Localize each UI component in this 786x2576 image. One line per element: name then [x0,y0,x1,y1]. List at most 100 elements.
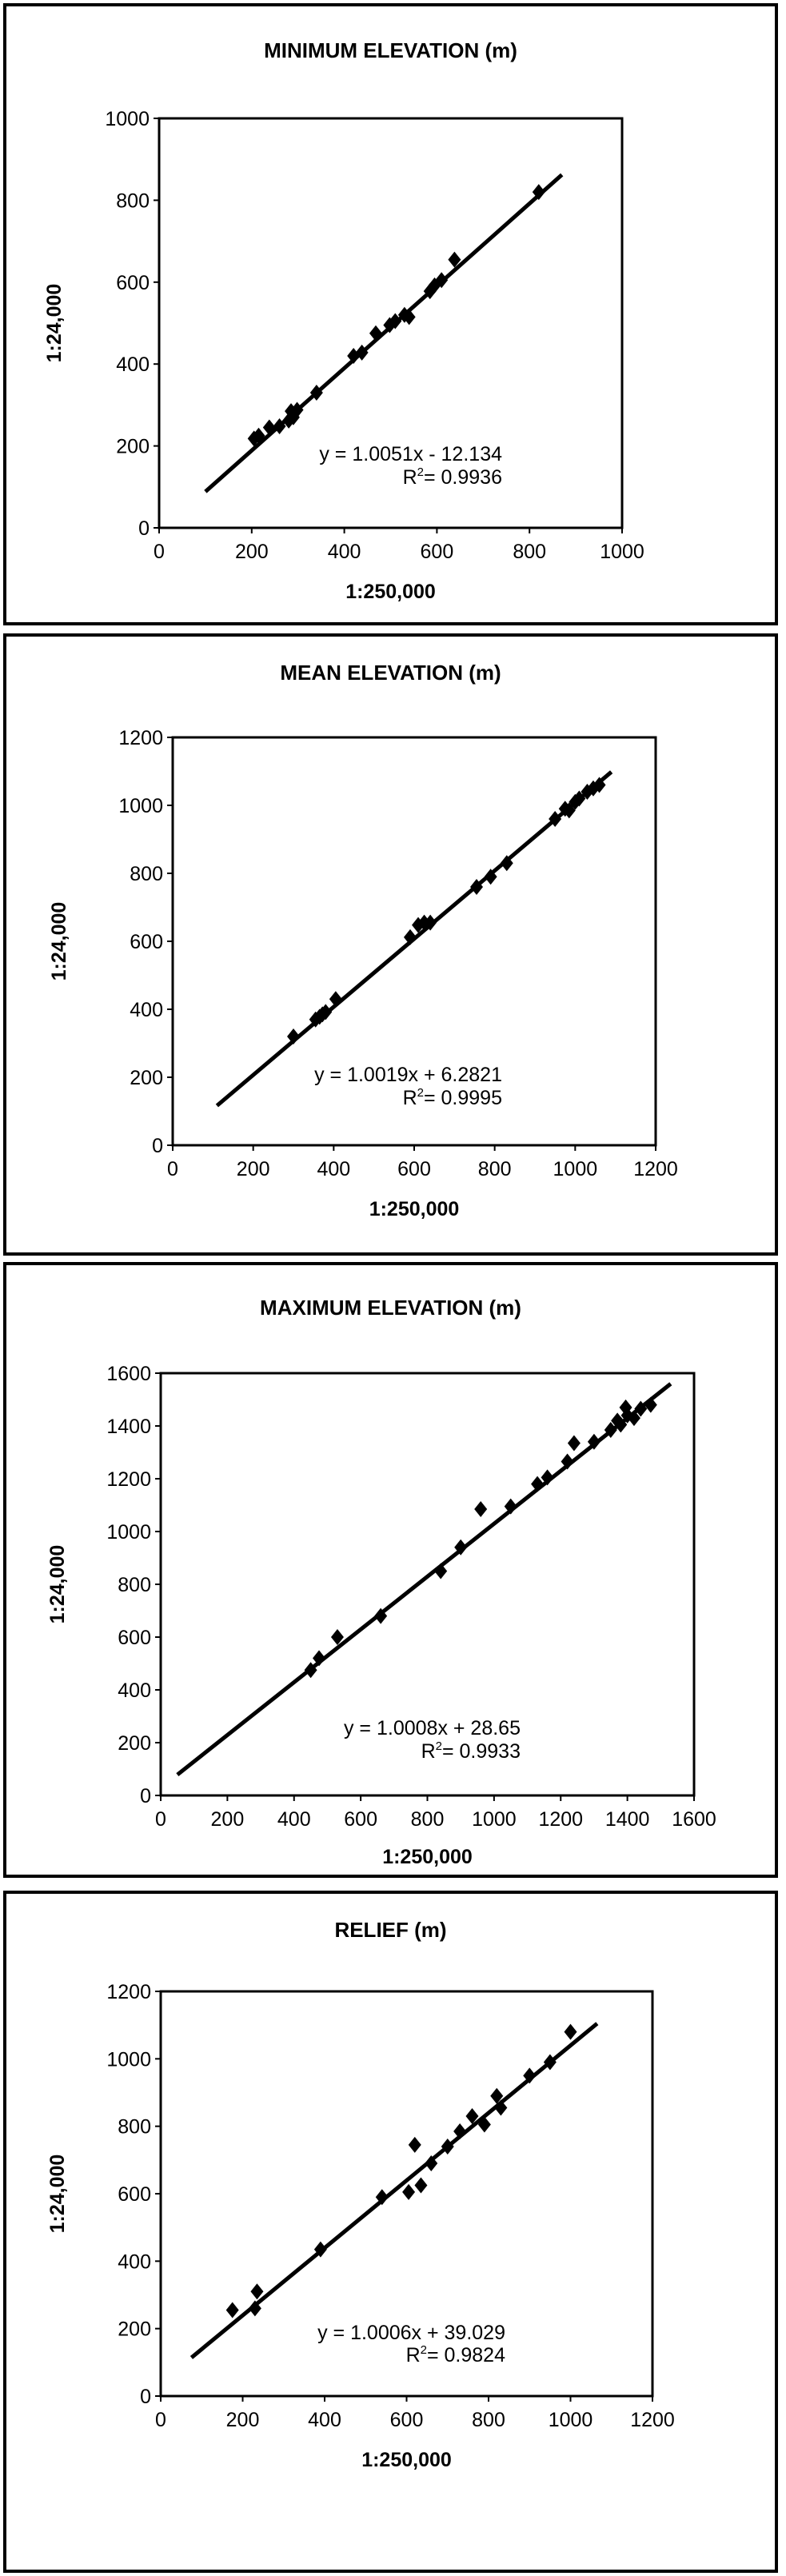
chart-svg: MAXIMUM ELEVATION (m) 0 200 400 600 800 1000 12… [46,1296,716,1868]
data-point [225,2302,239,2318]
y-tick-label: 1400 [106,1416,151,1438]
data-point [424,914,437,931]
data-point [402,309,416,325]
x-tick-label: 400 [308,2409,341,2431]
data-point [329,991,342,1008]
data-point [614,1416,628,1433]
data-point [634,1400,648,1417]
y-tick-label: 400 [130,999,163,1021]
chart-panel-mean-elevation: MEAN ELEVATION (m) 0 200 400 600 800 1000 1200 0… [3,633,778,1256]
r-squared-label: R2= 0.9936 [403,465,502,489]
data-point [523,2067,537,2084]
x-tick-label: 0 [154,541,165,563]
data-point [470,879,484,895]
chart-svg: MEAN ELEVATION (m) 0 200 400 600 800 1000 1200 0… [48,661,678,1220]
y-tick-label: 200 [118,1732,151,1755]
data-point [304,1662,317,1679]
y-tick-label: 600 [118,1627,151,1649]
x-tick-label: 400 [328,541,361,563]
x-tick-label: 800 [478,1158,512,1180]
x-tick-label: 600 [397,1158,431,1180]
data-point [250,2283,264,2300]
y-axis-label: 1:24,000 [48,902,70,981]
data-point [375,2189,389,2206]
y-tick-label: 1000 [106,1521,151,1544]
x-tick-label: 600 [390,2409,424,2431]
y-tick-label: 400 [116,353,150,376]
data-point [453,2123,467,2139]
y-tick-label: 200 [116,436,150,458]
x-axis-label: 1:250,000 [369,1198,460,1220]
plot-area-frame [158,117,624,529]
y-tick-label: 200 [130,1067,163,1089]
data-point [573,790,586,807]
y-tick-label: 800 [118,1574,151,1596]
data-point [474,1500,488,1517]
data-point [465,2108,479,2125]
x-tick-label: 800 [411,1808,445,1831]
x-tick-label: 1200 [538,1808,583,1831]
x-tick-label: 800 [513,541,546,563]
data-point [435,272,449,289]
data-point [490,2087,504,2104]
data-point [425,2155,438,2172]
x-tick-label: 1600 [672,1808,716,1831]
y-tick-label: 0 [140,2386,151,2408]
data-point [454,1539,468,1556]
data-point [484,869,497,885]
data-point [611,1412,624,1429]
x-tick-label: 1000 [600,541,644,563]
data-point [414,2177,428,2194]
data-point [412,917,425,933]
data-point [543,2054,557,2071]
y-axis-label: 1:24,000 [43,284,66,363]
chart-title: MEAN ELEVATION (m) [280,661,501,685]
r-squared-label: R2= 0.9995 [403,1086,502,1109]
data-point [564,2023,577,2040]
data-point [441,2138,454,2155]
data-point [561,1453,574,1470]
data-point [290,401,304,418]
y-tick-label: 200 [118,2318,151,2341]
y-tick-label: 1600 [106,1363,151,1385]
data-point [262,419,276,436]
x-tick-label: 400 [277,1808,311,1831]
regression-equation: y = 1.0019x + 6.2821 [314,1064,502,1086]
trendline [204,173,564,493]
x-tick-label: 200 [237,1158,270,1180]
data-point [620,1407,634,1424]
r-squared-symbol: R [403,466,417,489]
data-point [402,2183,416,2200]
r-squared-value: = 0.9933 [442,1740,521,1763]
chart-panel-minimum-elevation: MINIMUM ELEVATION (m) 0 200 400 600 800 1000 0 2… [3,3,778,625]
y-tick-label: 400 [118,1679,151,1702]
y-tick-label: 0 [138,517,150,540]
y-tick-label: 600 [130,931,163,953]
y-tick-label: 400 [118,2251,151,2273]
data-point [389,313,402,329]
data-point [619,1399,632,1416]
y-axis-label: 1:24,000 [46,2155,69,2234]
data-point [477,2116,491,2133]
data-point [403,929,417,945]
regression-equation: y = 1.0051x - 12.134 [319,443,502,465]
x-tick-label: 800 [472,2409,505,2431]
data-point [282,412,296,429]
r-squared-symbol: R [406,2344,421,2366]
data-point [567,1435,581,1452]
chart-panel-maximum-elevation: MAXIMUM ELEVATION (m) 0 200 400 600 800 1000 12… [3,1262,778,1878]
data-point [408,2136,421,2153]
x-axis-label: 1:250,000 [345,581,436,603]
data-point [374,1608,388,1624]
r-squared-symbol: R [421,1740,436,1763]
data-point [309,385,323,401]
data-point [369,325,382,341]
x-axis-label: 1:250,000 [361,2449,452,2471]
y-tick-label: 0 [152,1135,163,1157]
y-tick-label: 1200 [106,1468,151,1491]
y-tick-label: 800 [118,2116,151,2139]
x-tick-label: 1200 [633,1158,678,1180]
data-point [287,1028,300,1044]
x-tick-label: 200 [235,541,269,563]
x-tick-label: 200 [211,1808,245,1831]
